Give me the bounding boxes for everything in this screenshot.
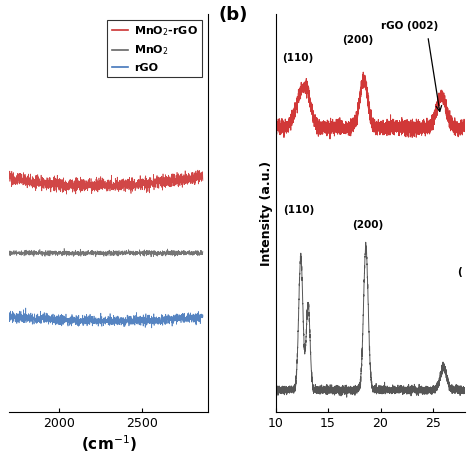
Legend: MnO$_2$-rGO, MnO$_2$, rGO: MnO$_2$-rGO, MnO$_2$, rGO bbox=[107, 20, 202, 77]
Y-axis label: Intensity (a.u.): Intensity (a.u.) bbox=[260, 161, 273, 266]
X-axis label: (cm$^{-1}$): (cm$^{-1}$) bbox=[81, 433, 137, 454]
Text: rGO (002): rGO (002) bbox=[381, 21, 438, 31]
Text: (110): (110) bbox=[283, 205, 314, 215]
Text: (110): (110) bbox=[282, 53, 313, 63]
Text: (200): (200) bbox=[342, 35, 373, 45]
Text: (b): (b) bbox=[219, 6, 248, 24]
Text: (200): (200) bbox=[352, 220, 383, 230]
Text: (: ( bbox=[457, 267, 462, 277]
